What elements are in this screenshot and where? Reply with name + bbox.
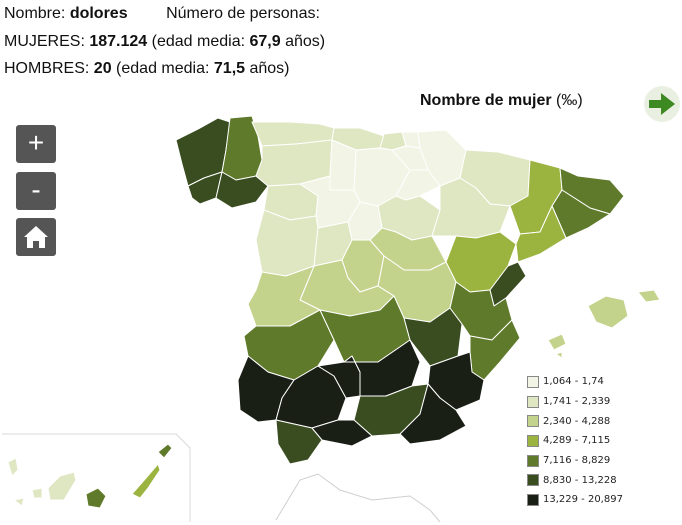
legend-swatch	[527, 375, 539, 388]
island-ibiza[interactable]	[547, 333, 567, 351]
island-fuerteventura[interactable]	[131, 463, 161, 499]
zoom-out-button[interactable]: -	[16, 172, 56, 210]
legend-label: 7,116 - 8,829	[543, 455, 611, 467]
legend-label: 1,741 - 2,339	[543, 396, 611, 408]
province-salamanca[interactable]	[255, 209, 319, 277]
legend-row: 4,289 - 7,115	[527, 431, 623, 451]
women-years-label: años)	[285, 33, 326, 50]
map-title-text: Nombre de mujer	[420, 92, 552, 109]
next-arrow-button[interactable]	[644, 86, 680, 122]
women-label: MUJERES:	[4, 33, 85, 50]
legend-label: 2,340 - 4,288	[543, 415, 611, 427]
persons-label: Número de personas:	[166, 5, 320, 22]
legend-swatch	[527, 415, 539, 428]
map-title-unit: (‰)	[556, 92, 583, 109]
legend-label: 1,064 - 1,74	[543, 376, 604, 388]
map-title: Nombre de mujer (‰)	[420, 92, 583, 110]
island-gran-canaria[interactable]	[85, 487, 107, 509]
island-la-gomera[interactable]	[31, 487, 43, 499]
men-age: 71,5	[213, 60, 246, 77]
legend-swatch	[527, 395, 539, 408]
province-tarragona[interactable]	[515, 205, 567, 263]
legend-swatch	[527, 454, 539, 467]
name-value: dolores	[69, 5, 128, 22]
province-valencia[interactable]	[449, 281, 513, 341]
legend-swatch	[527, 434, 539, 447]
info-line-name: Nombre: dolores Número de personas:	[4, 4, 320, 24]
legend-swatch	[527, 493, 539, 506]
info-line-men: HOMBRES: 20 (edad media: 71,5 años)	[4, 59, 290, 79]
africa-coastline	[275, 473, 441, 523]
women-age: 67,9	[249, 33, 281, 50]
canary-islands-inset	[2, 433, 191, 522]
island-lanzarote[interactable]	[157, 443, 173, 459]
legend-label: 8,830 - 13,228	[543, 474, 617, 486]
arrow-right-icon	[649, 93, 675, 115]
legend-row: 13,229 - 20,897	[527, 490, 623, 510]
province-albacete[interactable]	[403, 307, 463, 367]
men-years-label: años)	[249, 60, 290, 77]
island-tenerife[interactable]	[47, 471, 77, 501]
men-count: 20	[93, 60, 112, 77]
legend-swatch	[527, 474, 539, 487]
province-cadiz[interactable]	[275, 419, 323, 465]
home-icon	[24, 226, 48, 248]
legend-row: 1,064 - 1,74	[527, 372, 623, 392]
province-malaga[interactable]	[311, 419, 373, 447]
map-legend: 1,064 - 1,74 1,741 - 2,339 2,340 - 4,288 4,…	[527, 372, 623, 510]
women-age-label: (edad media:	[151, 33, 246, 50]
zoom-in-button[interactable]: +	[16, 125, 56, 163]
island-mallorca[interactable]	[587, 295, 629, 329]
name-label: Nombre:	[4, 5, 66, 22]
men-age-label: (edad media:	[116, 60, 210, 77]
island-menorca[interactable]	[637, 289, 661, 303]
legend-row: 2,340 - 4,288	[527, 411, 623, 431]
legend-label: 4,289 - 7,115	[543, 435, 611, 447]
island-hierro[interactable]	[12, 497, 25, 507]
legend-row: 1,741 - 2,339	[527, 392, 623, 412]
island-formentera[interactable]	[555, 351, 563, 359]
legend-row: 8,830 - 13,228	[527, 470, 623, 490]
info-line-women: MUJERES: 187.124 (edad media: 67,9 años)	[4, 32, 325, 52]
legend-row: 7,116 - 8,829	[527, 451, 623, 471]
men-label: HOMBRES:	[4, 60, 90, 77]
province-almeria[interactable]	[399, 383, 467, 445]
legend-label: 13,229 - 20,897	[543, 494, 623, 506]
province-alava[interactable]	[391, 145, 429, 171]
island-la-palma[interactable]	[7, 457, 19, 477]
home-button[interactable]	[16, 218, 56, 256]
women-count: 187.124	[89, 33, 148, 50]
